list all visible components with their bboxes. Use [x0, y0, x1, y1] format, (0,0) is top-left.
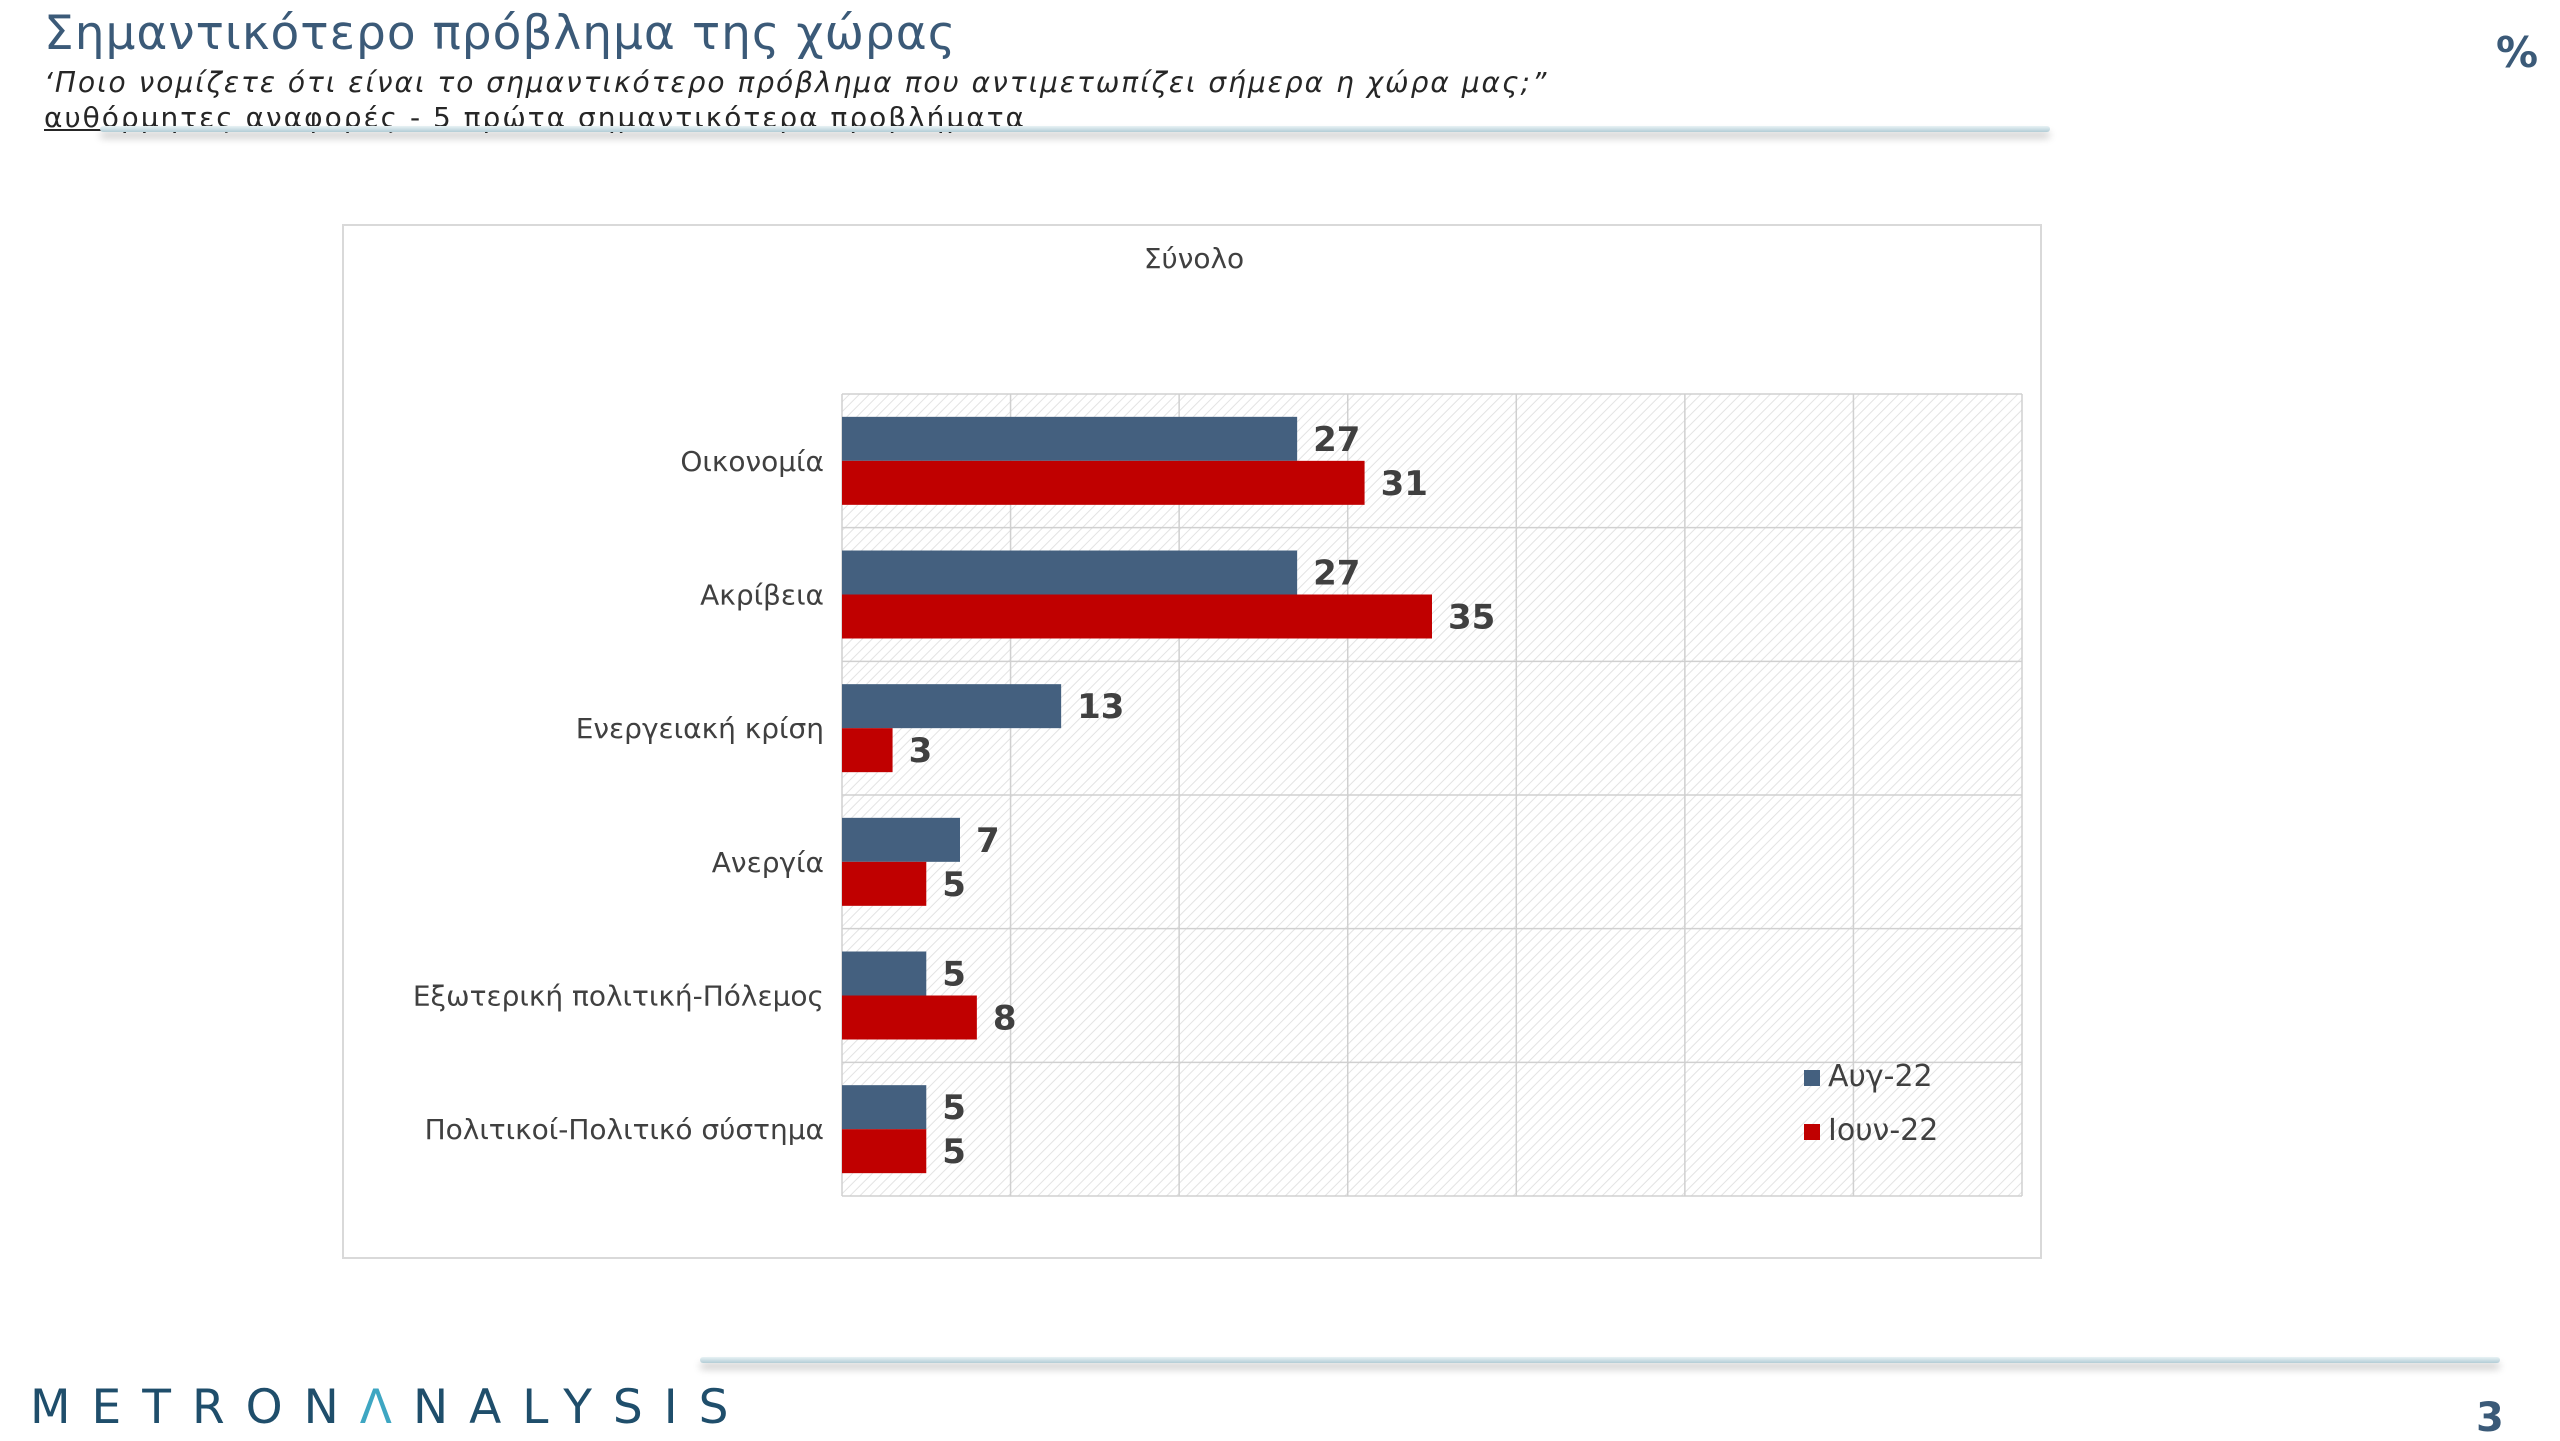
category-label: Ανεργία: [712, 846, 824, 879]
category-label: Οικονομία: [680, 445, 824, 478]
page-number: 3: [2476, 1395, 2504, 1441]
unit-label: %: [2496, 28, 2539, 77]
company-logo: METRONΛNALYSIS: [30, 1380, 749, 1435]
bar: [842, 416, 1298, 461]
data-label: 13: [1077, 687, 1124, 727]
chart-container: Σύνολο 27 31 Οικονομία 27 35 Ακρίβεια 13 3 Ενεργε…: [342, 224, 2042, 1259]
data-label: 35: [1448, 598, 1495, 638]
legend-label: Ιουν-22: [1828, 1113, 1938, 1148]
data-label: 5: [942, 1088, 966, 1128]
bar: [842, 728, 893, 773]
bar-chart: Σύνολο 27 31 Οικονομία 27 35 Ακρίβεια 13 3 Ενεργε…: [413, 242, 2023, 1197]
category-label: Ενεργειακή κρίση: [576, 712, 824, 745]
data-label: 7: [976, 821, 1000, 861]
category-label: Ακρίβεια: [700, 579, 824, 612]
logo-text-main: METRON: [30, 1380, 360, 1435]
bar: [842, 684, 1062, 729]
data-label: 5: [942, 1132, 966, 1172]
category-label: Εξωτερική πολιτική-Πόλεμος: [413, 980, 824, 1013]
chart-title: Σύνολο: [1144, 242, 1244, 275]
logo-text-rest: NALYSIS: [412, 1380, 750, 1435]
data-label: 5: [942, 865, 966, 905]
page-title: Σημαντικότερο πρόβλημα της χώρας: [44, 6, 957, 61]
bar: [842, 550, 1298, 595]
bar: [842, 861, 927, 906]
legend-swatch: [1804, 1124, 1820, 1140]
bar: [842, 817, 960, 862]
footer-divider: [700, 1357, 2500, 1363]
data-label: 27: [1313, 420, 1360, 460]
logo-accent-glyph: Λ: [359, 1380, 413, 1435]
survey-question: ‘Ποιο νομίζετε ότι είναι το σημαντικότερ…: [44, 66, 1549, 99]
bar: [842, 995, 977, 1040]
data-label: 31: [1381, 464, 1428, 504]
bar: [842, 1085, 927, 1130]
header-divider: [100, 126, 2050, 132]
data-label: 3: [909, 731, 933, 771]
bar: [842, 460, 1365, 505]
category-label: Πολιτικοί-Πολιτικό σύστημα: [425, 1113, 824, 1146]
legend-label: Αυγ-22: [1828, 1059, 1933, 1094]
data-label: 27: [1313, 554, 1360, 594]
legend-swatch: [1804, 1070, 1820, 1086]
bar: [842, 594, 1432, 639]
data-label: 8: [993, 999, 1017, 1039]
bar: [842, 1129, 927, 1174]
data-label: 5: [942, 955, 966, 995]
bar: [842, 951, 927, 996]
